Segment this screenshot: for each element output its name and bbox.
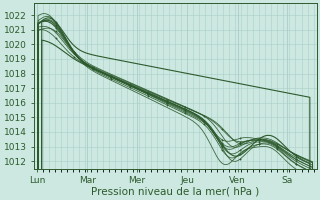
X-axis label: Pression niveau de la mer( hPa ): Pression niveau de la mer( hPa ) bbox=[91, 187, 260, 197]
